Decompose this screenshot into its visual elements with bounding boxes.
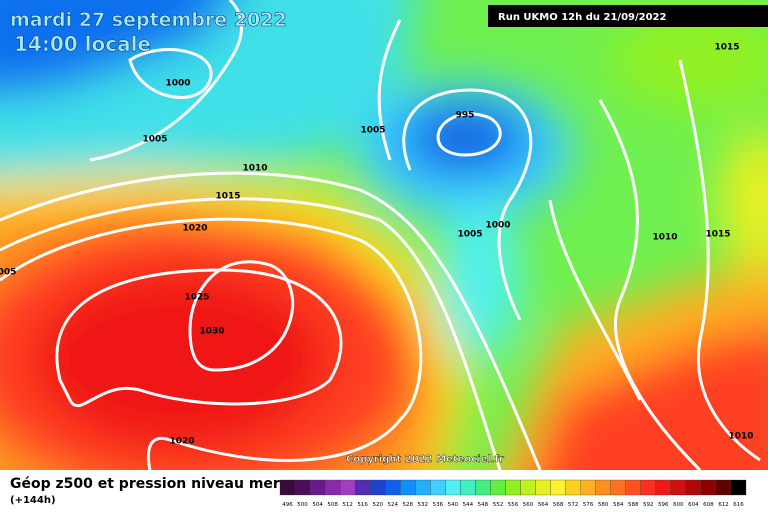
isobar-label: 1010 (242, 164, 267, 174)
colorbar-swatch (580, 479, 596, 496)
colorbar-label: 592 (643, 502, 654, 508)
colorbar-swatch (610, 479, 626, 496)
colorbar-label: 612 (718, 502, 729, 508)
colorbar-swatch (370, 479, 386, 496)
colorbar-label: 572 (568, 502, 579, 508)
isobar-label: 1025 (184, 293, 209, 303)
colorbar-label: 584 (613, 502, 624, 508)
run-info: Run UKMO 12h du 21/09/2022 (498, 12, 667, 23)
legend-title: Géop z500 et pression niveau mer (10, 476, 280, 492)
isobar-label: 1005 (142, 135, 167, 145)
copyright: Copyright 2022 Meteociel.fr (346, 454, 504, 465)
colorbar-label: 512 (342, 502, 353, 508)
colorbar-swatch (355, 479, 371, 496)
colorbar-swatch (294, 479, 311, 496)
colorbar-swatch (385, 479, 401, 496)
colorbar-swatch (685, 479, 702, 496)
colorbar-swatch (324, 479, 341, 496)
map-date: mardi 27 septembre 2022 (10, 9, 287, 31)
isobar-label: 1010 (728, 432, 753, 442)
isobar-label: 1005 (360, 126, 385, 136)
colorbar-swatch (505, 479, 521, 496)
colorbar-label: 616 (733, 502, 744, 508)
colorbar-label: 600 (673, 502, 684, 508)
colorbar-swatch (460, 479, 476, 496)
colorbar-swatch (279, 479, 296, 496)
colorbar-label: 536 (433, 502, 444, 508)
colorbar-label: 568 (553, 502, 564, 508)
colorbar-label: 532 (418, 502, 429, 508)
isobar-label: 1005 (457, 230, 482, 240)
isobar-label: 1015 (714, 43, 739, 53)
colorbar-label: 564 (538, 502, 549, 508)
colorbar-label: 596 (658, 502, 669, 508)
colorbar-swatch (715, 479, 732, 496)
isobar-label: 1020 (169, 437, 194, 447)
colorbar-swatch (595, 479, 611, 496)
colorbar-label: 504 (312, 502, 323, 508)
isobar-label: 995 (456, 111, 475, 121)
colorbar-label: 516 (357, 502, 368, 508)
colorbar-swatch (430, 479, 446, 496)
colorbar-swatch (565, 479, 581, 496)
legend-lead: (+144h) (10, 495, 56, 506)
colorbar-label: 496 (282, 502, 293, 508)
isobar-label: 1010 (652, 233, 677, 243)
colorbar-swatch (670, 479, 687, 496)
colorbar-swatch (475, 479, 491, 496)
colorbar-label: 552 (493, 502, 504, 508)
colorbar-label: 508 (327, 502, 338, 508)
colorbar-label: 576 (583, 502, 594, 508)
colorbar-swatch (490, 479, 506, 496)
colorbar-label: 556 (508, 502, 519, 508)
isobar-label: 1030 (199, 327, 224, 337)
colorbar-label: 560 (523, 502, 534, 508)
colorbar-swatch (625, 479, 641, 496)
colorbar-swatch (655, 479, 671, 496)
colorbar-label: 540 (448, 502, 459, 508)
isobar-labels: 1000 1005 1005 995 1010 1015 1020 1025 1… (0, 43, 754, 447)
isobar-label: 1015 (215, 192, 240, 202)
colorbar-label: 500 (297, 502, 308, 508)
colorbar-swatch (730, 479, 747, 496)
colorbar-label: 524 (387, 502, 398, 508)
colorbar-swatch (520, 479, 536, 496)
colorbar-label: 548 (478, 502, 489, 508)
colorbar-label: 604 (688, 502, 699, 508)
map-time: 14:00 locale (14, 32, 151, 56)
colorbar-swatch (339, 479, 356, 496)
colorbar-label: 608 (703, 502, 714, 508)
colorbar-label: 520 (372, 502, 383, 508)
colorbar-swatch (535, 479, 551, 496)
colorbar-swatch (700, 479, 717, 496)
colorbar: 496 500 504 508 512 516 520 524 528 532 536 540 544 5… (279, 479, 747, 508)
colorbar-label: 580 (598, 502, 609, 508)
colorbar-swatch (640, 479, 656, 496)
isobar-label: 1015 (705, 230, 730, 240)
isobar-label: 1000 (165, 79, 190, 89)
isobar-label: 005 (0, 268, 16, 278)
colorbar-swatch (309, 479, 326, 496)
colorbar-swatch (400, 479, 416, 496)
colorbar-label: 528 (403, 502, 414, 508)
colorbar-swatch (415, 479, 431, 496)
isobars (0, 0, 761, 470)
isobar-label: 1000 (485, 221, 510, 231)
colorbar-label: 544 (463, 502, 474, 508)
colorbar-swatch (550, 479, 566, 496)
colorbar-swatch (445, 479, 461, 496)
colorbar-label: 588 (628, 502, 639, 508)
isobar-label: 1020 (182, 224, 207, 234)
run-box (488, 5, 768, 27)
